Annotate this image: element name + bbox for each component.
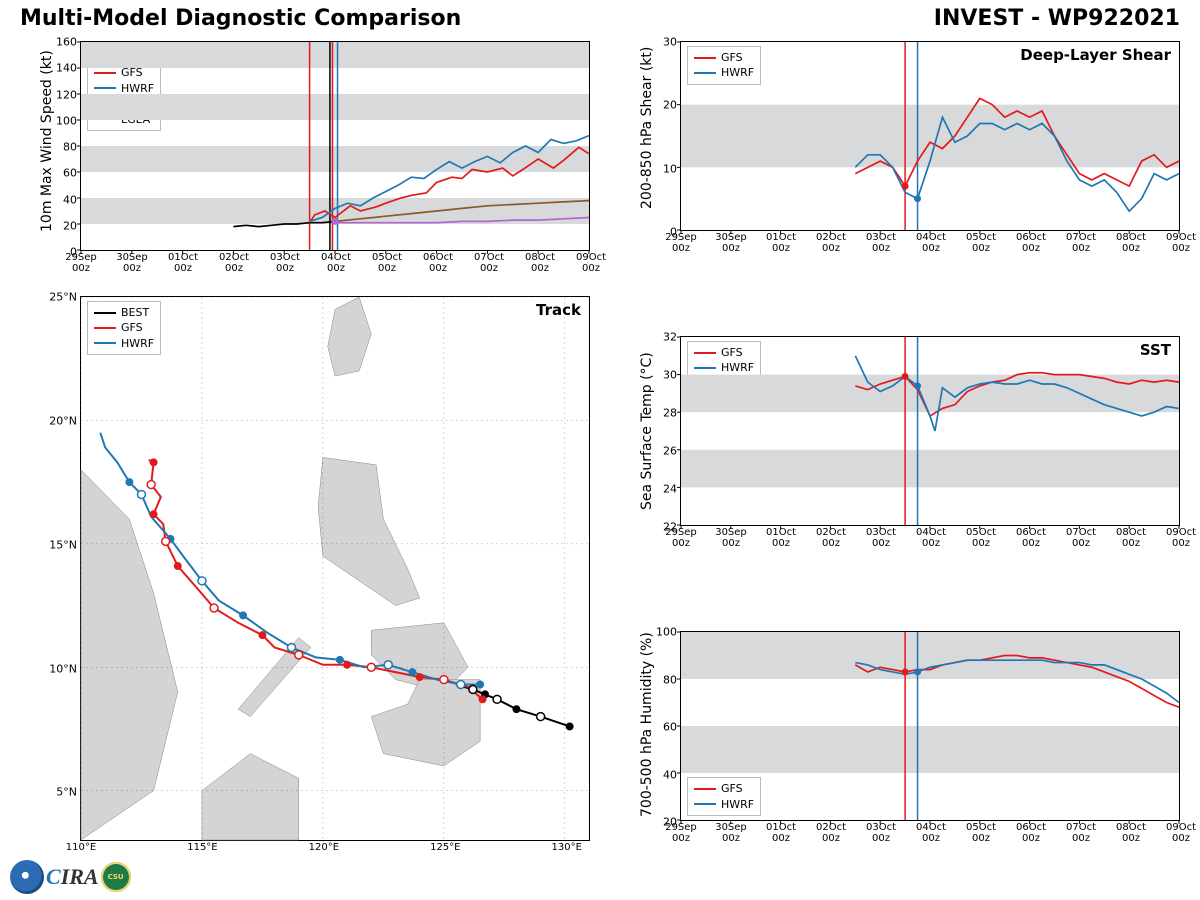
y-tick: 15°N [49, 538, 81, 551]
y-tick: 100 [56, 114, 81, 127]
x-tick: 07Oct00z [1056, 525, 1106, 549]
x-tick: 05Oct00z [956, 820, 1006, 844]
y-tick: 10°N [49, 662, 81, 675]
page-title-right: INVEST - WP922021 [934, 6, 1180, 31]
y-tick: 40 [63, 193, 81, 206]
y-tick: 28 [663, 407, 681, 420]
chart-grid: Intensity BESTGFSHWRFDSHALGEA 10m Max Wi… [0, 36, 1200, 856]
x-tick: 03Oct00z [260, 250, 310, 274]
x-tick: 29Sep00z [656, 230, 706, 254]
x-tick: 29Sep00z [656, 820, 706, 844]
y-tick: 20 [663, 99, 681, 112]
x-tick: 07Oct00z [1056, 230, 1106, 254]
x-tick: 05Oct00z [956, 230, 1006, 254]
intensity-ylabel: 10m Max Wind Speed (kt) [39, 50, 55, 232]
x-tick: 30Sep00z [706, 525, 756, 549]
x-tick: 02Oct00z [806, 820, 856, 844]
y-tick: 30 [663, 36, 681, 49]
x-tick: 09Oct00z [1156, 820, 1200, 844]
sst-panel: SST GFSHWRF Sea Surface Temp (°C) 222426… [680, 336, 1180, 526]
x-tick: 06Oct00z [1006, 820, 1056, 844]
y-tick: 20 [63, 219, 81, 232]
x-tick: 09Oct00z [1156, 230, 1200, 254]
rh-ylabel: 700-500 hPa Humidity (%) [639, 632, 655, 817]
y-tick: 60 [63, 167, 81, 180]
x-tick: 04Oct00z [311, 250, 361, 274]
x-tick: 130°E [542, 840, 592, 853]
x-tick: 02Oct00z [209, 250, 259, 274]
x-tick: 08Oct00z [1106, 230, 1156, 254]
x-tick: 08Oct00z [1106, 820, 1156, 844]
y-tick: 80 [663, 673, 681, 686]
x-tick: 30Sep00z [706, 230, 756, 254]
y-tick: 32 [663, 331, 681, 344]
y-tick: 20°N [49, 414, 81, 427]
page-title-left: Multi-Model Diagnostic Comparison [20, 6, 461, 31]
y-tick: 40 [663, 768, 681, 781]
csu-badge-icon: CSU [101, 862, 131, 892]
shear-panel: Deep-Layer Shear GFSHWRF 200-850 hPa She… [680, 41, 1180, 231]
x-tick: 05Oct00z [956, 525, 1006, 549]
y-tick: 24 [663, 483, 681, 496]
x-tick: 04Oct00z [906, 230, 956, 254]
shear-ylabel: 200-850 hPa Shear (kt) [639, 47, 655, 209]
x-tick: 02Oct00z [806, 230, 856, 254]
x-tick: 01Oct00z [756, 230, 806, 254]
x-tick: 05Oct00z [362, 250, 412, 274]
x-tick: 08Oct00z [515, 250, 565, 274]
x-tick: 08Oct00z [1106, 525, 1156, 549]
x-tick: 30Sep00z [107, 250, 157, 274]
sst-ylabel: Sea Surface Temp (°C) [639, 352, 655, 510]
x-tick: 07Oct00z [1056, 820, 1106, 844]
cira-logo-eye-icon [10, 860, 44, 894]
x-tick: 115°E [177, 840, 227, 853]
y-tick: 160 [56, 36, 81, 49]
y-tick: 60 [663, 721, 681, 734]
cira-logo: CIRA CSU [10, 860, 131, 894]
y-tick: 140 [56, 62, 81, 75]
x-tick: 04Oct00z [906, 820, 956, 844]
x-tick: 29Sep00z [656, 525, 706, 549]
x-tick: 03Oct00z [856, 820, 906, 844]
x-tick: 02Oct00z [806, 525, 856, 549]
y-tick: 5°N [56, 786, 81, 799]
x-tick: 01Oct00z [756, 525, 806, 549]
y-tick: 100 [656, 626, 681, 639]
x-tick: 06Oct00z [1006, 525, 1056, 549]
y-tick: 26 [663, 445, 681, 458]
x-tick: 125°E [420, 840, 470, 853]
x-tick: 110°E [56, 840, 106, 853]
x-tick: 120°E [299, 840, 349, 853]
x-tick: 04Oct00z [906, 525, 956, 549]
x-tick: 01Oct00z [158, 250, 208, 274]
x-tick: 01Oct00z [756, 820, 806, 844]
y-tick: 80 [63, 141, 81, 154]
x-tick: 03Oct00z [856, 525, 906, 549]
x-tick: 06Oct00z [1006, 230, 1056, 254]
intensity-panel: Intensity BESTGFSHWRFDSHALGEA 10m Max Wi… [80, 41, 590, 251]
track-panel: Track BESTGFSHWRF 110°E115°E120°E125°E13… [80, 296, 590, 841]
y-tick: 30 [663, 369, 681, 382]
x-tick: 07Oct00z [464, 250, 514, 274]
x-tick: 09Oct00z [1156, 525, 1200, 549]
rh-panel: Mid-Level RH GFSHWRF 700-500 hPa Humidit… [680, 631, 1180, 821]
cira-logo-text: CIRA [46, 864, 99, 890]
y-tick: 25°N [49, 291, 81, 304]
x-tick: 09Oct00z [566, 250, 616, 274]
x-tick: 30Sep00z [706, 820, 756, 844]
x-tick: 29Sep00z [56, 250, 106, 274]
y-tick: 10 [663, 162, 681, 175]
y-tick: 120 [56, 88, 81, 101]
x-tick: 06Oct00z [413, 250, 463, 274]
x-tick: 03Oct00z [856, 230, 906, 254]
